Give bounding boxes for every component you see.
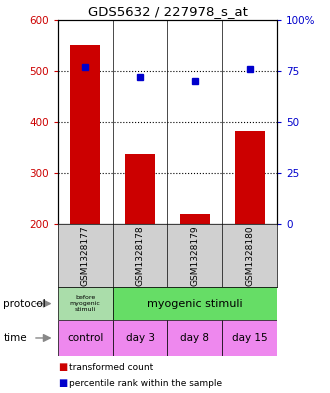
Text: ■: ■ bbox=[58, 378, 67, 388]
Text: ■: ■ bbox=[58, 362, 67, 373]
Bar bbox=[58, 320, 113, 356]
Text: GSM1328180: GSM1328180 bbox=[245, 225, 254, 286]
Text: percentile rank within the sample: percentile rank within the sample bbox=[69, 379, 222, 387]
Bar bbox=[113, 320, 168, 356]
Text: day 8: day 8 bbox=[181, 333, 210, 343]
Text: GSM1328177: GSM1328177 bbox=[81, 225, 90, 286]
Bar bbox=[180, 214, 210, 224]
Bar bbox=[222, 320, 277, 356]
Bar bbox=[113, 287, 277, 320]
Bar bbox=[235, 130, 265, 224]
Text: before
myogenic
stimuli: before myogenic stimuli bbox=[70, 295, 101, 312]
Text: time: time bbox=[3, 333, 27, 343]
Bar bbox=[168, 320, 222, 356]
Text: GSM1328178: GSM1328178 bbox=[136, 225, 145, 286]
Text: protocol: protocol bbox=[3, 299, 46, 309]
Bar bbox=[58, 287, 113, 320]
Text: transformed count: transformed count bbox=[69, 363, 153, 372]
Text: day 15: day 15 bbox=[232, 333, 268, 343]
Text: myogenic stimuli: myogenic stimuli bbox=[147, 299, 243, 309]
Text: day 3: day 3 bbox=[125, 333, 154, 343]
Title: GDS5632 / 227978_s_at: GDS5632 / 227978_s_at bbox=[87, 6, 248, 18]
Text: GSM1328179: GSM1328179 bbox=[190, 225, 199, 286]
Bar bbox=[125, 154, 155, 224]
Bar bbox=[70, 45, 100, 224]
Text: control: control bbox=[67, 333, 103, 343]
